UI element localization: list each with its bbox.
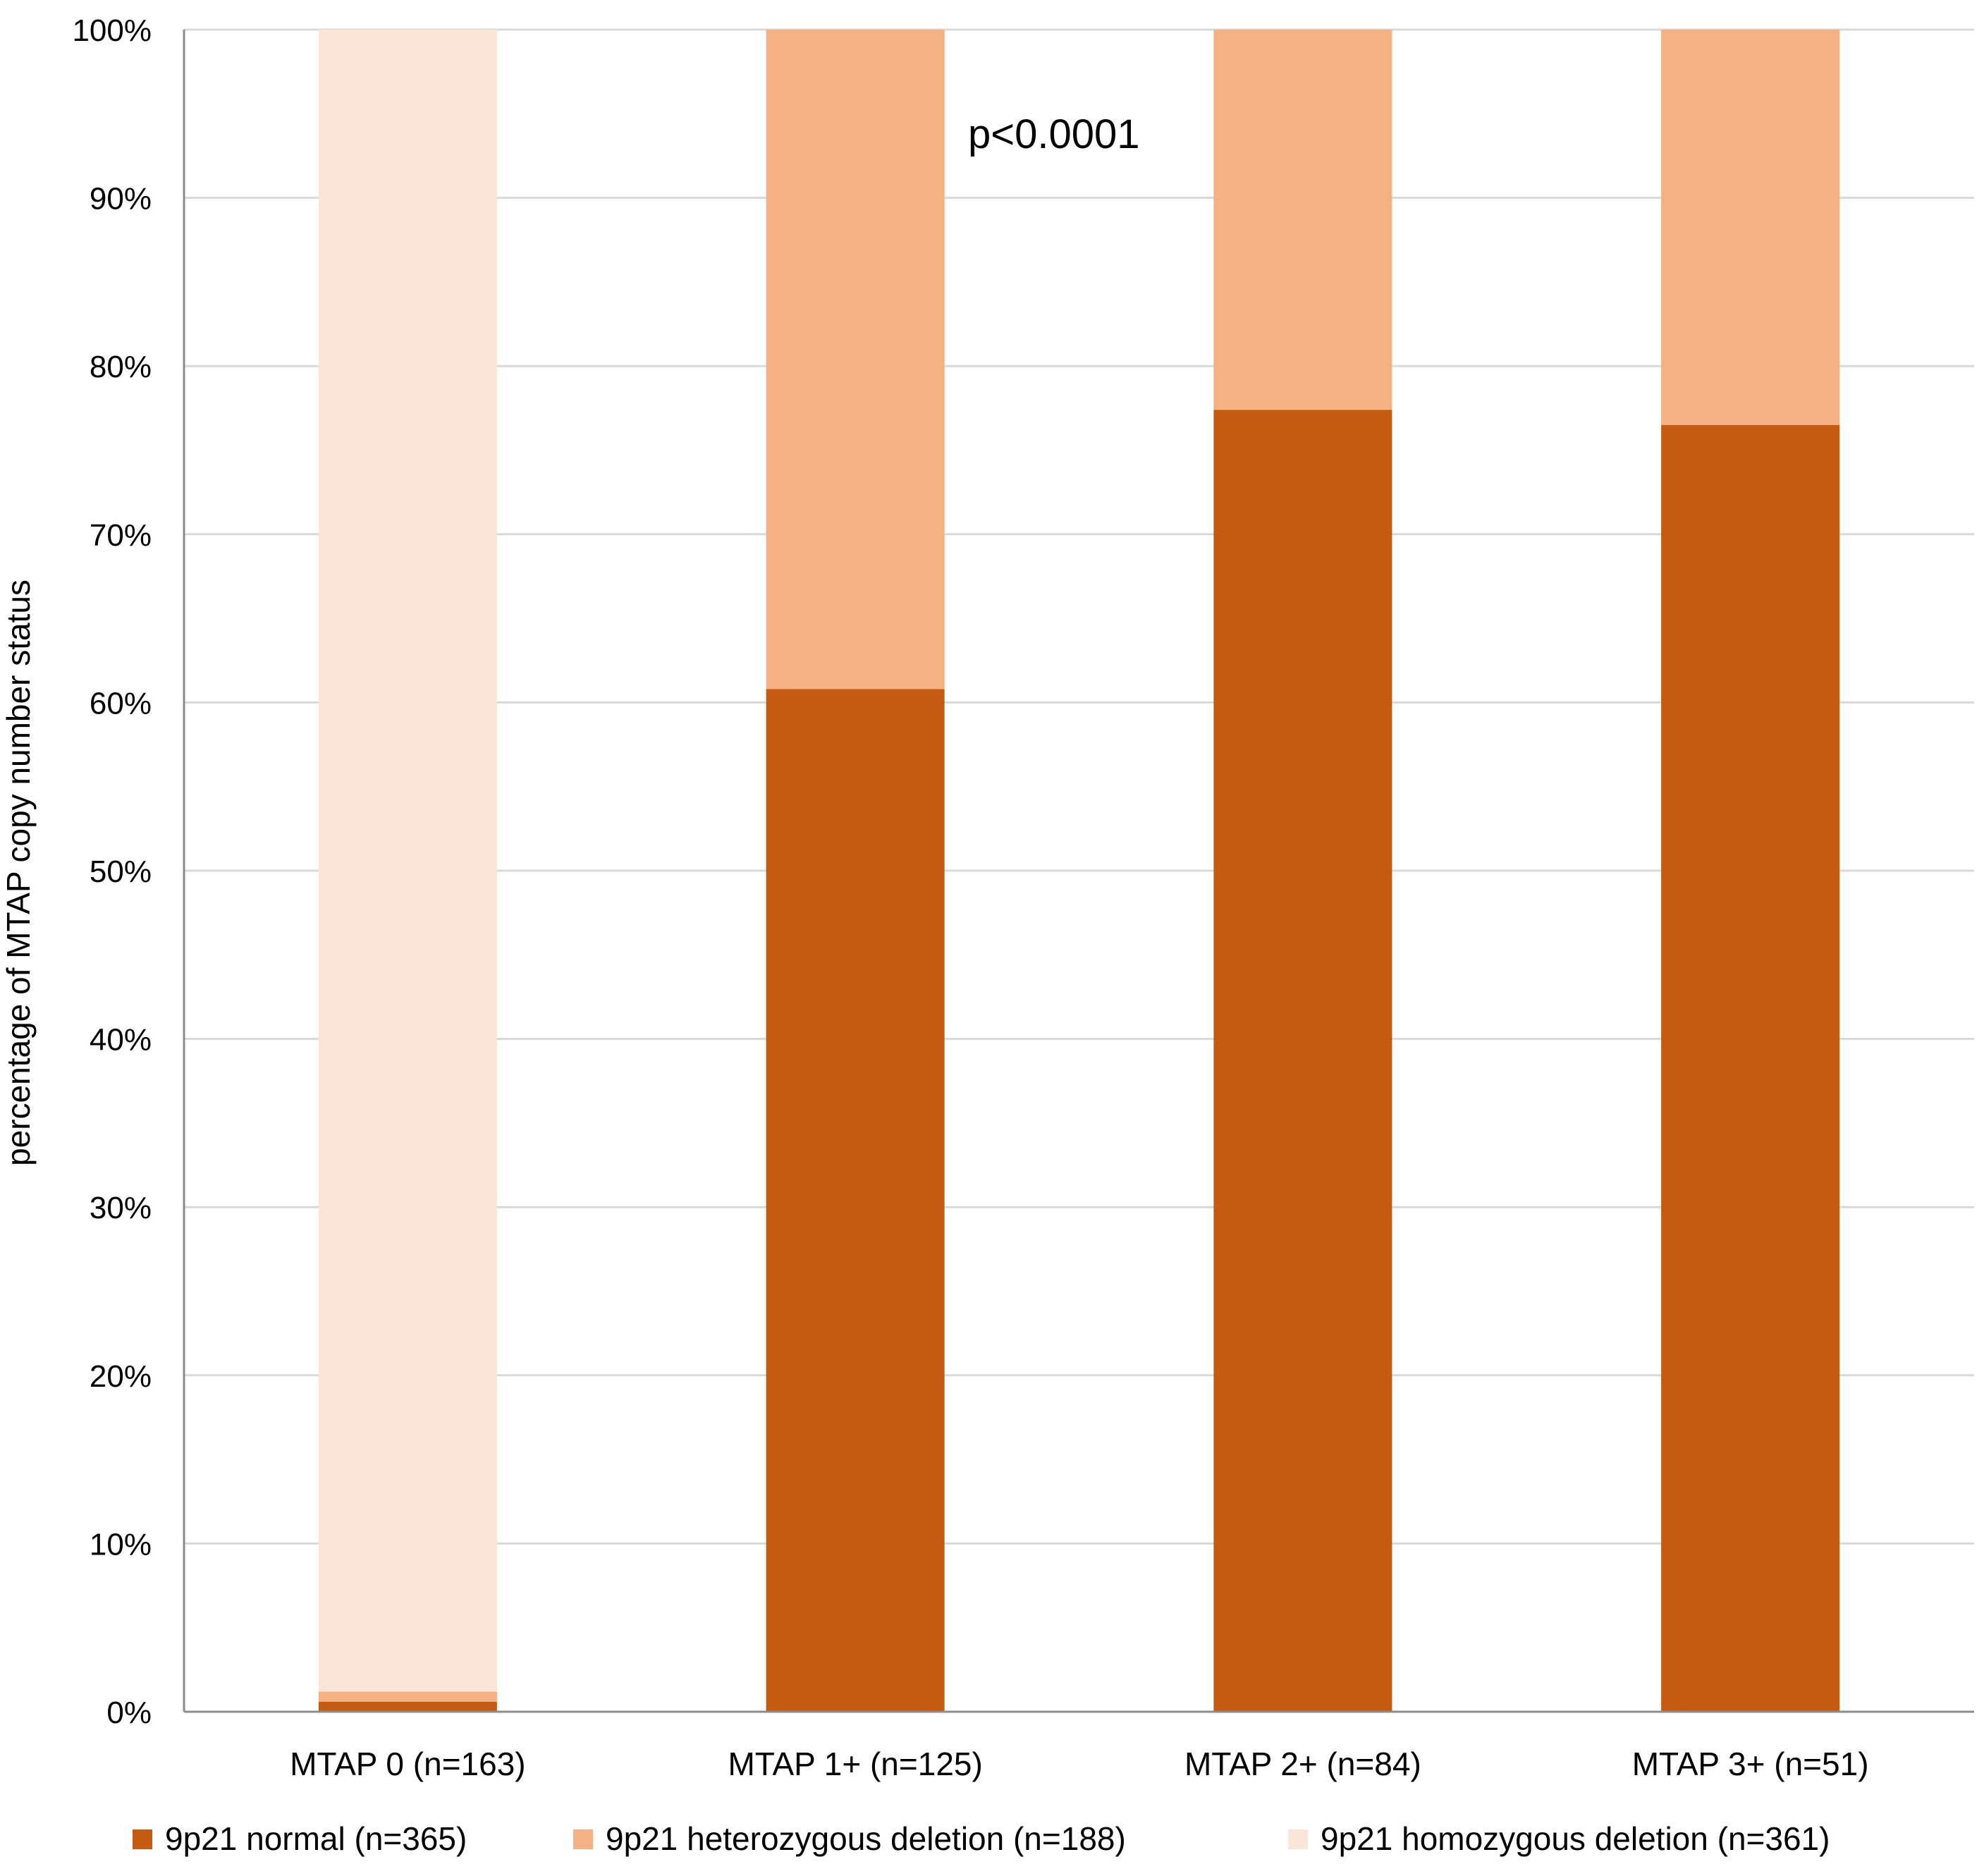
y-tick-label: 60% (90, 686, 152, 721)
bar-segment (766, 30, 945, 689)
x-category-label: MTAP 3+ (n=51) (1632, 1746, 1869, 1782)
bar-segment (318, 1701, 497, 1712)
y-tick-label: 50% (90, 854, 152, 889)
x-category-label: MTAP 2+ (n=84) (1184, 1746, 1421, 1782)
y-tick-labels: 0% 10% 20% 30% 40% 50% 60% 70% 80% 90% 100% (72, 13, 152, 1730)
bar-segment (1213, 410, 1392, 1712)
bar-segment (318, 30, 497, 1692)
y-tick-label: 30% (90, 1191, 152, 1225)
y-tick-label: 70% (90, 518, 152, 553)
bars (318, 30, 1840, 1712)
legend-swatch (133, 1829, 152, 1849)
y-tick-label: 90% (90, 182, 152, 216)
x-category-label: MTAP 1+ (n=125) (728, 1746, 982, 1782)
bar-segment (1213, 30, 1392, 410)
p-value-annotation: p<0.0001 (968, 111, 1140, 157)
bar-segment (1661, 424, 1840, 1712)
y-tick-label: 40% (90, 1023, 152, 1057)
legend-label: 9p21 heterozygous deletion (n=188) (606, 1820, 1126, 1857)
y-tick-label: 100% (72, 13, 152, 48)
y-axis-title: percentage of MTAP copy number status (0, 580, 37, 1166)
x-category-labels: MTAP 0 (n=163) MTAP 1+ (n=125) MTAP 2+ (n=… (290, 1746, 1868, 1782)
legend-label: 9p21 homozygous deletion (n=361) (1321, 1820, 1830, 1857)
y-tick-label: 20% (90, 1359, 152, 1394)
legend-label: 9p21 normal (n=365) (165, 1820, 467, 1857)
bar-segment (1661, 30, 1840, 425)
x-category-label: MTAP 0 (n=163) (290, 1746, 526, 1782)
bar-segment (318, 1691, 497, 1702)
y-tick-label: 80% (90, 350, 152, 384)
bar-segment (766, 689, 945, 1712)
legend: 9p21 normal (n=365) 9p21 heterozygous del… (133, 1820, 1830, 1857)
y-tick-label: 0% (106, 1696, 152, 1730)
y-tick-label: 10% (90, 1527, 152, 1562)
axes (183, 30, 1974, 1713)
legend-swatch (1288, 1829, 1308, 1849)
legend-swatch (573, 1829, 593, 1849)
